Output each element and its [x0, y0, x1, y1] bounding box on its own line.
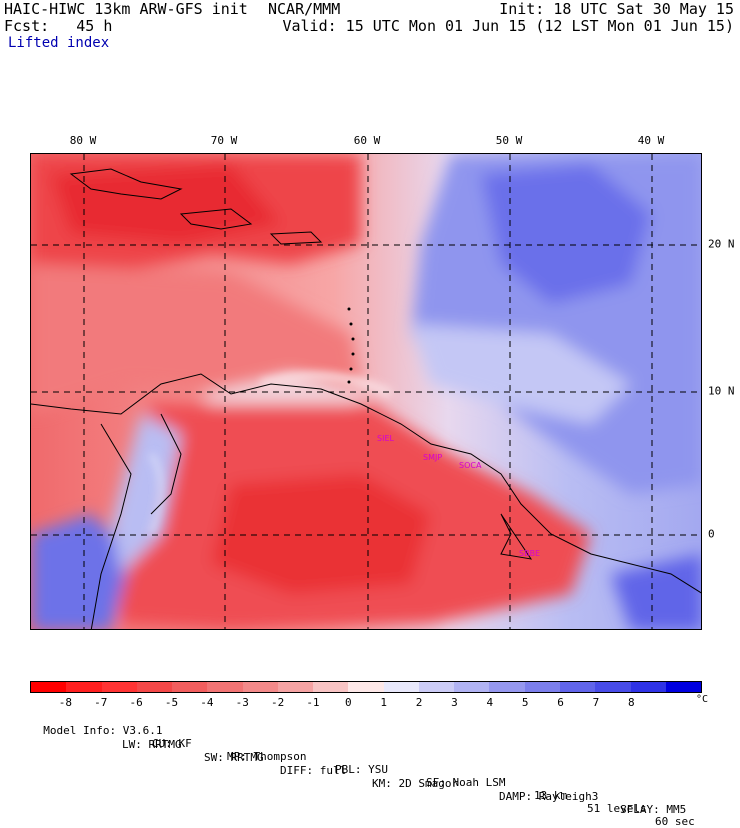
colorbar-cell	[101, 682, 137, 692]
field-shading	[31, 154, 701, 629]
colorbar-tick-label: -5	[164, 696, 179, 709]
colorbar-cell	[207, 682, 243, 692]
colorbar-cell	[136, 682, 173, 692]
colorbar-cell	[348, 682, 384, 692]
colorbar-cell	[313, 682, 349, 692]
colorbar-cell	[66, 682, 102, 692]
colorbar-cell	[524, 682, 560, 692]
colorbar	[30, 681, 702, 693]
model-info-line2: LW: RRTMG SW: RRTMG DIFF: full KM: 2D Sm…	[30, 725, 686, 816]
colorbar-tick-label: 1	[380, 696, 387, 709]
lon-label-60w: 60 W	[353, 134, 381, 147]
lat-label-20n: 20 N	[708, 237, 735, 251]
colorbar-cell	[595, 682, 631, 692]
colorbar-unit: °C	[696, 694, 709, 705]
station-siel: SIEL	[377, 434, 394, 443]
model-info-line1: Model Info: V3.6.1 CU: KF MP: Thompson P…	[30, 711, 695, 828]
colorbar-tick-label: -4	[200, 696, 214, 709]
colorbar-tick-label: 3	[451, 696, 458, 709]
colorbar-tick-label: 4	[486, 696, 494, 709]
org-label: NCAR/MMM	[268, 0, 341, 18]
map-svg: SIEL SMJP SOCA SBBE	[31, 154, 701, 629]
colorbar-tick-label: 5	[521, 696, 529, 709]
colorbar-cell	[242, 682, 278, 692]
station-soca: SOCA	[459, 461, 482, 470]
valid-time: Valid: 15 UTC Mon 01 Jun 15 (12 LST Mon …	[282, 17, 734, 35]
field-name: Lifted index	[8, 35, 110, 51]
colorbar-tick-label: -8	[58, 696, 72, 709]
lat-label-equator: 0	[708, 527, 715, 541]
lon-label-50w: 50 W	[495, 134, 523, 147]
colorbar-tick-label: -7	[94, 696, 108, 709]
colorbar-cell	[454, 682, 490, 692]
lesser-antilles	[347, 307, 355, 384]
colorbar-tick-label: -2	[270, 696, 285, 709]
diff-option: DIFF: full	[280, 764, 347, 777]
field-streaks	[147, 371, 394, 536]
sflay-option: SFLAY: MM5	[620, 803, 687, 816]
colorbar-tick-label: -3	[235, 696, 249, 709]
station-labels: SIEL SMJP SOCA SBBE	[377, 434, 540, 558]
colorbar-tick-label: 0	[345, 696, 352, 709]
km-option: KM: 2D Smagor	[372, 777, 459, 790]
timestep: 60 sec	[655, 815, 695, 828]
colorbar-tick-label: -1	[306, 696, 320, 709]
colorbar-cell	[489, 682, 525, 692]
colorbar-cell	[418, 682, 455, 692]
lon-label-80w: 80 W	[69, 134, 97, 147]
colorbar-tick-label: 7	[592, 696, 600, 709]
colorbar-cell	[172, 682, 208, 692]
colorbar-tick-label: 2	[415, 696, 423, 709]
forecast-hour: Fcst: 45 h	[4, 17, 113, 35]
colorbar-tick-label: -6	[129, 696, 143, 709]
lat-label-10n: 10 N	[708, 384, 735, 398]
model-title: HAIC-HIWC 13km ARW-GFS init	[4, 0, 248, 18]
colorbar-cell	[559, 682, 596, 692]
colorbar-cell	[277, 682, 314, 692]
lon-label-40w: 40 W	[637, 134, 665, 147]
colorbar-tick-label: 6	[557, 696, 564, 709]
damp-option: DAMP: Rayleigh3	[499, 790, 599, 803]
colorbar-cell	[383, 682, 419, 692]
lon-label-70w: 70 W	[210, 134, 238, 147]
station-sbbe: SBBE	[519, 549, 540, 558]
sw-scheme: SW: RRTMG	[204, 751, 264, 764]
colorbar-tick-label: 8	[627, 696, 635, 709]
coastlines	[31, 168, 701, 629]
colorbar-cell	[31, 682, 67, 692]
model-version: Model Info: V3.6.1	[43, 724, 163, 737]
station-smjp: SMJP	[423, 453, 442, 462]
lifted-index-map: SIEL SMJP SOCA SBBE	[30, 153, 702, 630]
colorbar-cell	[665, 682, 702, 692]
colorbar-cell	[630, 682, 666, 692]
graticule	[31, 154, 701, 629]
init-time: Init: 18 UTC Sat 30 May 15	[499, 0, 734, 18]
